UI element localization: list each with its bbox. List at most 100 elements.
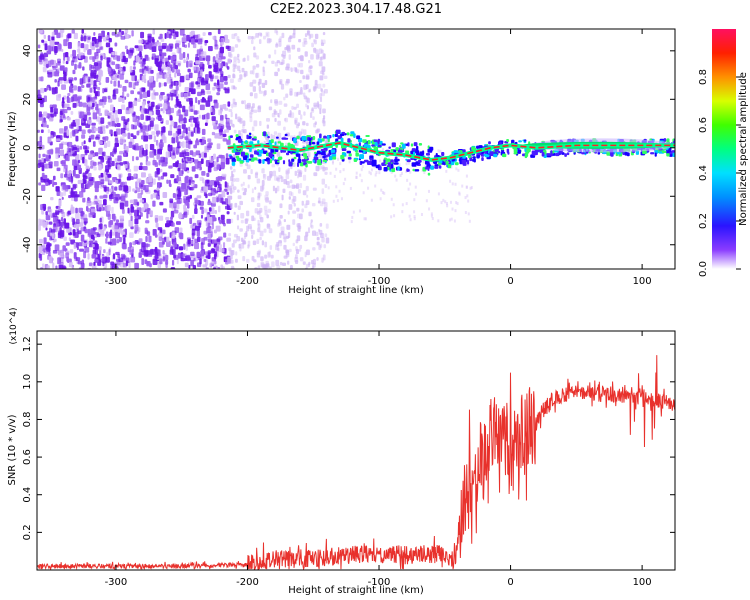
spectrogram-cell	[317, 53, 320, 59]
spectrogram-cell	[183, 151, 186, 159]
spectrogram-cell	[351, 215, 354, 219]
spectrogram-cell	[55, 147, 60, 155]
spectrogram-cell	[73, 224, 77, 229]
spectrogram-cell	[151, 36, 155, 43]
spectrogram-cell	[401, 210, 404, 214]
spectrogram-cell	[204, 40, 209, 44]
spectrogram-cell	[310, 224, 314, 229]
spectrogram-cell	[280, 226, 285, 232]
spectrogram-cell	[97, 86, 101, 91]
spectrogram-cell	[212, 109, 216, 115]
spectrogram-cell	[78, 242, 84, 247]
spectrogram-cell	[103, 199, 107, 206]
spectrogram-cell	[61, 48, 64, 52]
spectrogram-cell	[293, 106, 297, 110]
spectrogram-cell	[286, 78, 290, 84]
spectrogram-cell	[229, 202, 233, 207]
spectrogram-cell	[216, 143, 221, 150]
spectrogram-cell	[84, 246, 90, 253]
spectrogram-cell	[124, 121, 128, 126]
spectrogram-cell	[66, 176, 72, 181]
spectrogram-cell	[165, 120, 169, 125]
spectrogram-cell	[62, 60, 65, 64]
spectrogram-cell	[456, 202, 459, 206]
spectrogram-cell	[206, 90, 212, 95]
spectrogram-cell	[118, 185, 123, 191]
spectrogram-cell	[274, 61, 279, 67]
spectrogram-cell	[429, 146, 434, 151]
spectrogram-cell	[179, 135, 184, 140]
spectrogram-cell	[83, 35, 87, 42]
spectrogram-cell	[292, 219, 296, 225]
spectrogram-cell	[425, 199, 428, 203]
spectrogram-cell	[42, 243, 46, 249]
spectrogram-cell	[207, 185, 213, 191]
spectrogram-cell	[109, 188, 113, 193]
spectrogram-cell	[120, 35, 126, 40]
spectrogram-cell	[63, 236, 67, 241]
spectrogram-cell	[247, 244, 250, 249]
spectrogram-cell	[153, 135, 157, 143]
spectrogram-cell	[99, 195, 104, 199]
spectrogram-cell	[279, 80, 282, 85]
spectrogram-cell	[112, 89, 116, 97]
spectrogram-y-label: Frequency (Hz)	[7, 111, 18, 187]
spectrogram-cell	[199, 138, 203, 143]
spectrogram-cell	[363, 143, 368, 148]
spectrogram-cell	[654, 152, 657, 157]
spectrogram-cell	[259, 230, 264, 237]
spectrogram-cell	[358, 209, 361, 213]
spectrogram-cell	[235, 258, 238, 263]
spectrogram-cell	[176, 101, 182, 107]
spectrogram-cell	[233, 168, 236, 173]
spectrogram-cell	[306, 30, 310, 35]
spectrogram-cell	[182, 41, 185, 48]
spectrogram-cell	[72, 152, 76, 157]
spectrogram-cell	[105, 34, 109, 40]
colorbar-tick-label: 0.8	[698, 69, 709, 85]
spectrogram-cell	[98, 82, 102, 86]
spectrogram-cell	[199, 258, 202, 265]
spectrogram-cell	[148, 235, 152, 243]
spectrogram-cell	[410, 143, 414, 147]
spectrogram-cell	[502, 153, 507, 158]
spectrogram-cell	[243, 57, 246, 62]
spectrogram-cell	[311, 141, 316, 145]
spectrogram-cell	[113, 80, 117, 87]
spectrogram-cell	[160, 92, 165, 96]
spectrogram-cell	[274, 175, 278, 181]
spectrogram-cell	[405, 202, 408, 206]
spectrogram-cell	[43, 206, 46, 211]
spectrogram-cell	[281, 59, 285, 65]
spectrogram-cell	[140, 123, 143, 130]
spectrogram-cell	[253, 147, 257, 151]
spectrogram-cell	[48, 154, 51, 159]
spectrogram-cell	[200, 69, 203, 76]
spectrogram-cell	[278, 156, 283, 160]
spectrogram-cell	[302, 41, 306, 48]
spectrogram-cell	[309, 222, 313, 228]
spectrogram-cell	[291, 105, 294, 110]
spectrogram-cell	[202, 63, 205, 70]
spectrogram-cell	[310, 54, 314, 60]
spectrogram-cell	[172, 29, 175, 34]
spectrogram-cell	[197, 99, 201, 105]
spectrogram-cell	[141, 67, 145, 75]
spectrogram-cell	[232, 98, 236, 105]
spectrogram-cell	[216, 164, 220, 170]
spectrogram-cell	[111, 31, 116, 36]
spectrogram-cell	[226, 139, 231, 145]
spectrogram-cell	[215, 265, 218, 269]
spectrogram-cell	[59, 115, 62, 121]
spectrogram-cell	[64, 222, 70, 229]
spectrogram-cell	[275, 43, 279, 48]
spectrogram-cell	[493, 153, 498, 158]
spectrogram-cell	[298, 38, 302, 43]
spectrogram-cell	[80, 34, 83, 42]
spectrogram-cell	[469, 157, 473, 162]
spectrogram-cell	[555, 153, 560, 157]
spectrogram-cell	[149, 151, 154, 158]
spectrogram-cell	[121, 69, 125, 76]
spectrogram-cell	[261, 82, 266, 89]
